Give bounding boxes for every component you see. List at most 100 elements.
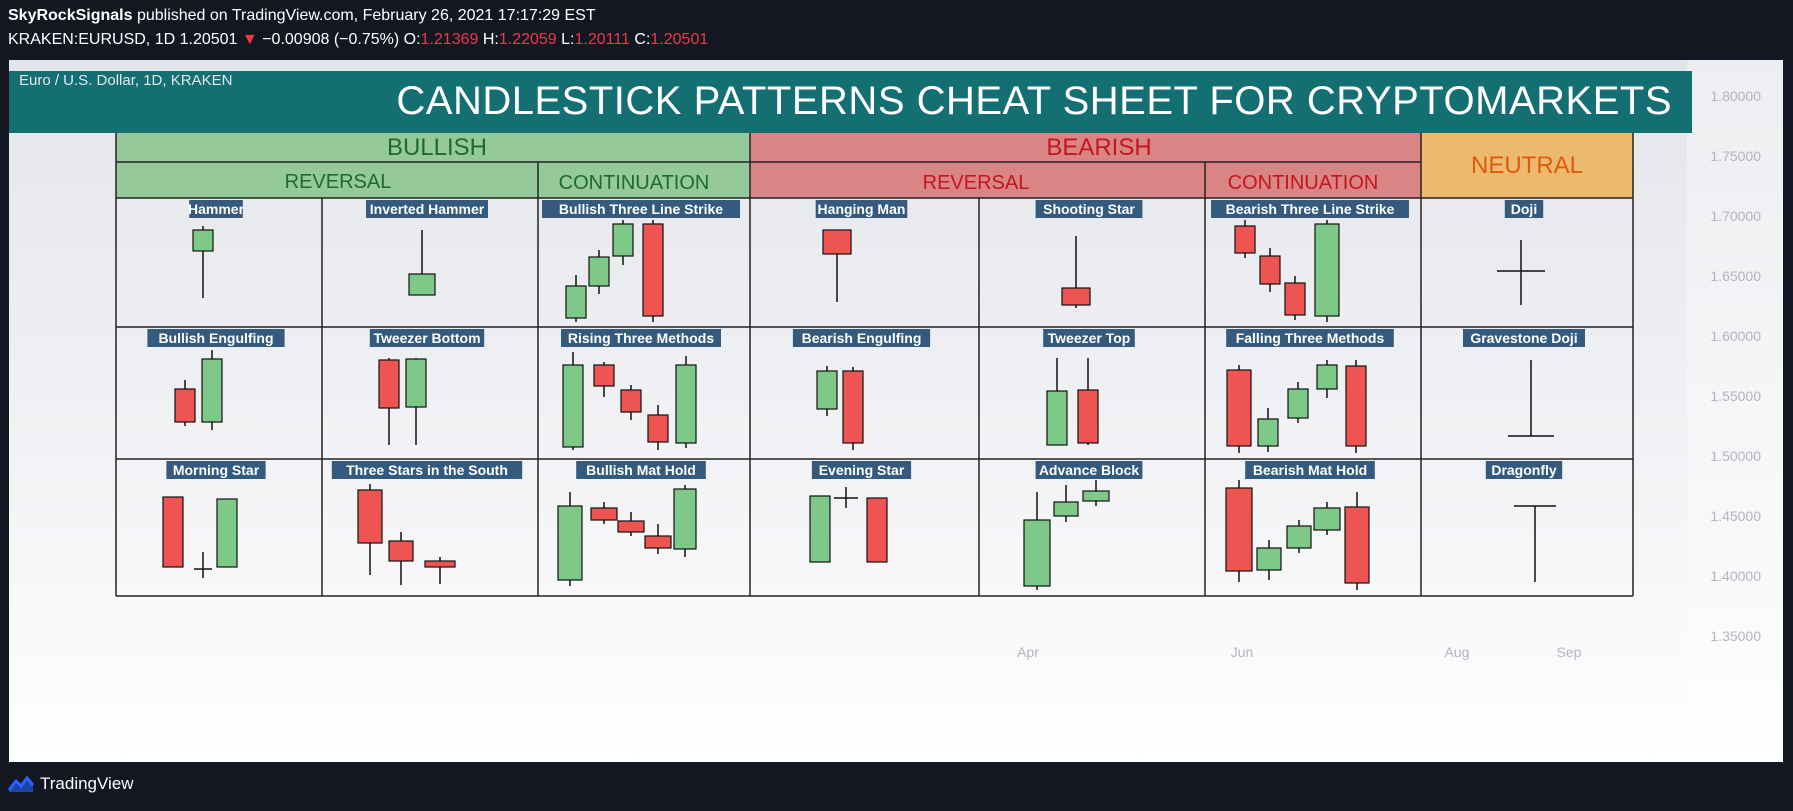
time-tick-label: Aug: [1445, 644, 1470, 660]
pattern-label-bg: [166, 461, 266, 479]
pattern-label: Gravestone Doji: [1470, 330, 1577, 346]
group-label-bullish: BULLISH: [387, 134, 487, 161]
pattern-label: Morning Star: [173, 462, 260, 478]
candle-body: [1234, 225, 1256, 254]
open-label: O:: [403, 31, 421, 48]
candle-body: [866, 497, 888, 563]
high-value: 1.22059: [498, 31, 557, 48]
candle-body: [816, 370, 838, 410]
candle-body: [1226, 369, 1252, 447]
bullish-reversal-header: [116, 162, 538, 198]
symbol-description: Euro / U.S. Dollar, 1D, KRAKEN: [19, 72, 233, 89]
candle-body: [612, 223, 634, 257]
candle-body: [1287, 388, 1309, 419]
candle-body: [1256, 547, 1282, 571]
publisher-name[interactable]: SkyRockSignals: [8, 7, 133, 24]
candle-body: [557, 505, 583, 581]
pattern-label: Inverted Hammer: [370, 201, 485, 217]
open-value: 1.21369: [420, 31, 479, 48]
close-value: 1.20501: [650, 31, 709, 48]
candle-body: [192, 229, 214, 252]
tradingview-brand[interactable]: TradingView: [40, 774, 134, 793]
pattern-label: Hammer: [188, 201, 245, 217]
pattern-label-bg: [1226, 329, 1394, 347]
pattern-label: Three Stars in the South: [346, 462, 508, 478]
candle-body: [408, 273, 436, 296]
pattern-label-bg: [1035, 461, 1143, 479]
candle-body: [1286, 525, 1312, 549]
pattern-label: Tweezer Top: [1048, 330, 1131, 346]
low-value: 1.20111: [574, 31, 630, 48]
pattern-label: Bullish Engulfing: [158, 330, 273, 346]
price-tick-label: 1.65000: [1710, 268, 1761, 284]
candle-body: [1053, 501, 1079, 517]
candle-body: [588, 256, 610, 287]
pattern-label: Dragonfly: [1491, 462, 1557, 478]
pattern-label: Doji: [1511, 201, 1537, 217]
candle-body: [562, 364, 584, 448]
pattern-label: Rising Three Methods: [568, 330, 714, 346]
candle-body: [1344, 506, 1370, 584]
candle-body: [1046, 390, 1068, 446]
high-label: H:: [482, 31, 499, 48]
candle-body: [201, 358, 223, 423]
subgroup-label: REVERSAL: [923, 172, 1030, 194]
candle-body: [593, 364, 615, 387]
candle-body: [357, 489, 383, 544]
tradingview-logo-icon: [8, 776, 34, 792]
pattern-label: Shooting Star: [1043, 201, 1135, 217]
pattern-label: Bearish Engulfing: [802, 330, 922, 346]
time-tick-label: Apr: [1017, 644, 1039, 660]
bullish-header: [116, 130, 750, 162]
candle-body: [590, 507, 618, 521]
candle-body: [162, 496, 184, 568]
candle-body: [388, 540, 414, 562]
candle-body: [842, 370, 864, 444]
candle-body: [1257, 418, 1279, 447]
pattern-label: Bullish Three Line Strike: [559, 201, 723, 217]
time-tick-label: Jun: [1231, 644, 1254, 660]
price-tick-label: 1.60000: [1710, 328, 1761, 344]
candle-body: [673, 488, 697, 550]
candle-body: [1314, 223, 1340, 317]
pattern-label-bg: [1211, 200, 1409, 218]
bullish-continuation-header: [538, 162, 750, 198]
pattern-label-bg: [1043, 329, 1135, 347]
price-tick-label: 1.75000: [1710, 148, 1761, 164]
neutral-header: [1421, 130, 1633, 198]
bearish-reversal-header: [750, 162, 1205, 198]
publish-info: SkyRockSignals published on TradingView.…: [8, 7, 596, 25]
candle-body: [1077, 389, 1099, 444]
pattern-label-bg: [1485, 461, 1563, 479]
pattern-label-bg: [792, 329, 931, 347]
candle-body: [405, 358, 427, 408]
candle-body: [620, 389, 642, 413]
price-tick-label: 1.80000: [1710, 88, 1761, 104]
candle-body: [809, 495, 831, 563]
candle-body: [1284, 282, 1306, 316]
pattern-label: Bullish Mat Hold: [586, 462, 696, 478]
price-tick-label: 1.45000: [1710, 508, 1761, 524]
candle-body: [565, 285, 587, 319]
subgroup-label: CONTINUATION: [1228, 172, 1379, 194]
price-tick-label: 1.70000: [1710, 208, 1761, 224]
candle-body: [1316, 364, 1338, 390]
down-arrow-icon: ▼: [241, 31, 258, 48]
footer: TradingView: [8, 774, 134, 794]
pattern-label-bg: [1463, 329, 1585, 347]
pattern-label-bg: [815, 200, 908, 218]
pattern-label: Advance Block: [1039, 462, 1140, 478]
subgroup-label: REVERSAL: [285, 171, 392, 193]
bearish-continuation-header: [1205, 162, 1421, 198]
price-axis-panel[interactable]: [1687, 60, 1783, 762]
pattern-label: Evening Star: [819, 462, 905, 478]
candle-body: [642, 223, 664, 317]
chart-area[interactable]: CANDLESTICK PATTERNS CHEAT SHEET FOR CRY…: [9, 60, 1783, 762]
pattern-label-bg: [1035, 200, 1143, 218]
price-tick-label: 1.40000: [1710, 568, 1761, 584]
candle-body: [424, 560, 456, 568]
candle-body: [617, 520, 645, 533]
candle-body: [1023, 519, 1051, 587]
candle-body: [644, 535, 672, 549]
cheat-sheet-title: CANDLESTICK PATTERNS CHEAT SHEET FOR CRY…: [396, 79, 1672, 123]
